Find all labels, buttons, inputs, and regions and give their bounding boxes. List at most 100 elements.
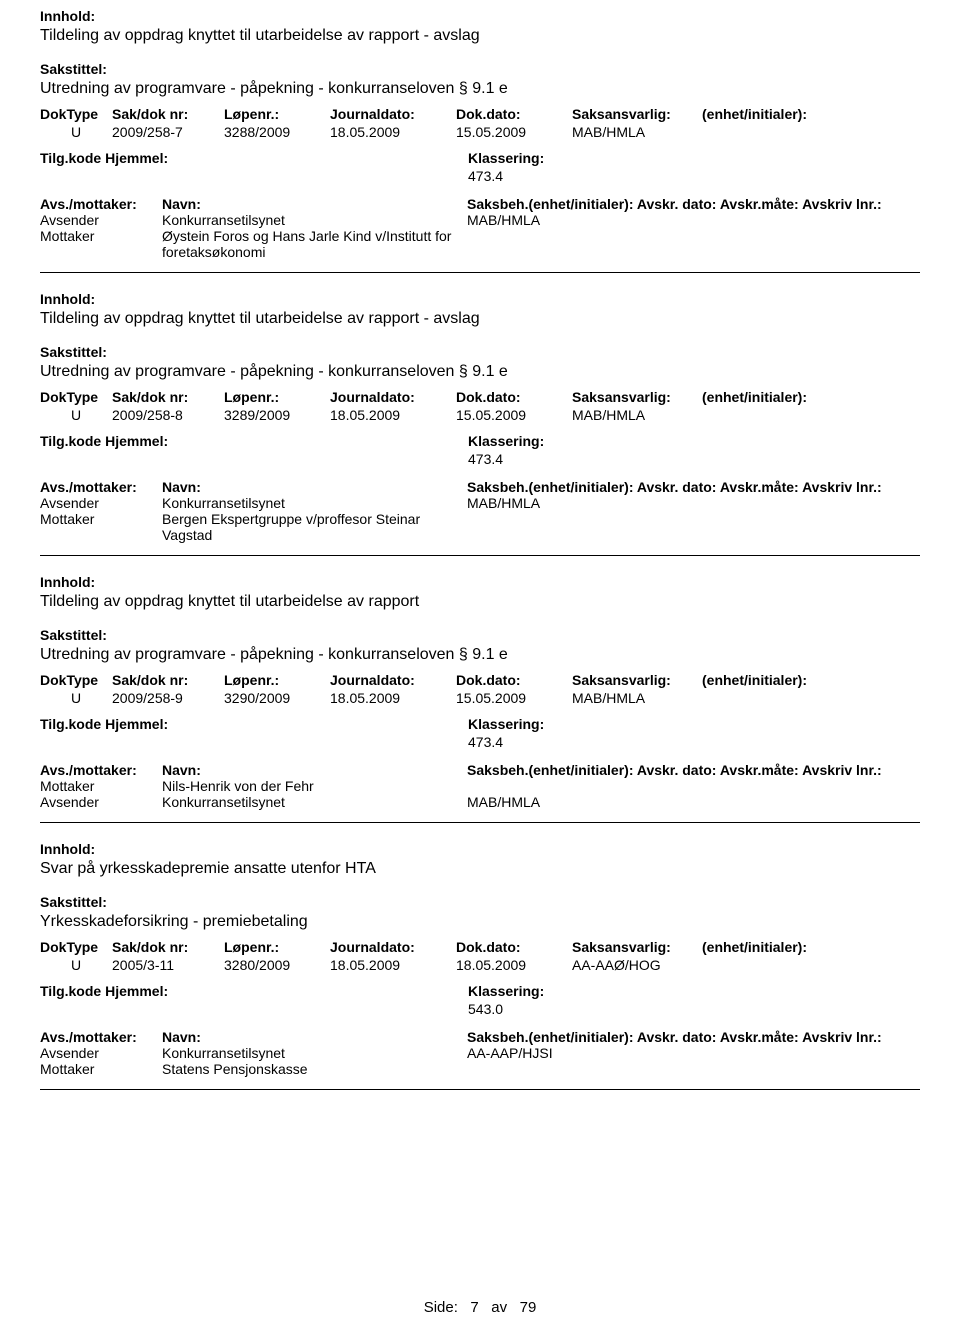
party-name: Øystein Foros og Hans Jarle Kind v/Insti… — [162, 228, 467, 260]
tilg-row: Tilg.kode Hjemmel: Klassering: 473.4 — [40, 433, 920, 467]
party-role: Avsender — [40, 794, 162, 810]
doktype-label: DokType — [40, 672, 112, 688]
entry-subtitle: Utredning av programvare - påpekning - k… — [40, 646, 920, 664]
party-name: Statens Pensjonskasse — [162, 1061, 467, 1077]
journaldato-label: Journaldato: — [330, 106, 456, 122]
tilgkode-label: Tilg.kode — [40, 433, 101, 449]
dokdato-label: Dok.dato: — [456, 672, 572, 688]
sakdok-label: Sak/dok nr: — [112, 106, 224, 122]
party-name: Konkurransetilsynet — [162, 1045, 467, 1061]
tilg-row: Tilg.kode Hjemmel: Klassering: 543.0 — [40, 983, 920, 1017]
page-footer: Side: 7 av 79 — [0, 1299, 960, 1316]
journaldato-value: 18.05.2009 — [330, 124, 456, 140]
sakdok-value: 2009/258-7 — [112, 124, 224, 140]
doktype-value: U — [40, 957, 112, 973]
doktype-value: U — [40, 407, 112, 423]
journaldato-label: Journaldato: — [330, 389, 456, 405]
party-header: Avs./mottaker: Navn: Saksbeh.(enhet/init… — [40, 196, 920, 212]
saksbeh-header: Saksbeh.(enhet/initialer): Avskr. dato: … — [467, 762, 920, 778]
tilgkode-label: Tilg.kode — [40, 150, 101, 166]
dokdato-value: 15.05.2009 — [456, 407, 572, 423]
meta-values: U 2005/3-11 3280/2009 18.05.2009 18.05.2… — [40, 957, 920, 973]
enhet-initialer-label: (enhet/initialer): — [702, 106, 807, 122]
saksansvarlig-value: MAB/HMLA — [572, 690, 702, 706]
avs-mottaker-label: Avs./mottaker: — [40, 762, 162, 778]
party-name: Konkurransetilsynet — [162, 495, 467, 511]
avs-mottaker-label: Avs./mottaker: — [40, 479, 162, 495]
saksansvarlig-label: Saksansvarlig: — [572, 389, 702, 405]
klassering-value: 473.4 — [468, 451, 544, 467]
sakstittel-label: Sakstittel: — [40, 344, 920, 360]
doktype-label: DokType — [40, 389, 112, 405]
dokdato-label: Dok.dato: — [456, 389, 572, 405]
journal-entry: Innhold: Tildeling av oppdrag knyttet ti… — [40, 574, 920, 823]
party-row: Avsender Konkurransetilsynet AA-AAP/HJSI — [40, 1045, 920, 1061]
lopenr-value: 3280/2009 — [224, 957, 330, 973]
doktype-value: U — [40, 690, 112, 706]
hjemmel-label: Hjemmel: — [105, 433, 168, 449]
innhold-label: Innhold: — [40, 574, 920, 590]
party-saksbeh: MAB/HMLA — [467, 212, 920, 228]
saksansvarlig-value: MAB/HMLA — [572, 407, 702, 423]
saksansvarlig-value: MAB/HMLA — [572, 124, 702, 140]
party-name: Bergen Ekspertgruppe v/proffesor Steinar… — [162, 511, 467, 543]
dokdato-label: Dok.dato: — [456, 939, 572, 955]
sakdok-value: 2005/3-11 — [112, 957, 224, 973]
meta-values: U 2009/258-9 3290/2009 18.05.2009 15.05.… — [40, 690, 920, 706]
sakdok-label: Sak/dok nr: — [112, 939, 224, 955]
journaldato-value: 18.05.2009 — [330, 407, 456, 423]
lopenr-label: Løpenr.: — [224, 106, 330, 122]
party-saksbeh — [467, 1061, 920, 1077]
klassering-label: Klassering: — [468, 150, 544, 166]
saksansvarlig-label: Saksansvarlig: — [572, 672, 702, 688]
saksansvarlig-value: AA-AAØ/HOG — [572, 957, 702, 973]
doktype-value: U — [40, 124, 112, 140]
page-total: 79 — [520, 1299, 537, 1316]
entry-title: Svar på yrkesskadepremie ansatte utenfor… — [40, 860, 920, 878]
entry-subtitle: Yrkesskadeforsikring - premiebetaling — [40, 913, 920, 931]
av-label: av — [491, 1299, 507, 1316]
meta-header: DokType Sak/dok nr: Løpenr.: Journaldato… — [40, 106, 920, 122]
klassering-value: 473.4 — [468, 168, 544, 184]
lopenr-value: 3289/2009 — [224, 407, 330, 423]
doktype-label: DokType — [40, 939, 112, 955]
enhet-initialer-label: (enhet/initialer): — [702, 389, 807, 405]
party-name: Nils-Henrik von der Fehr — [162, 778, 467, 794]
lopenr-label: Løpenr.: — [224, 672, 330, 688]
hjemmel-label: Hjemmel: — [105, 983, 168, 999]
dokdato-value: 18.05.2009 — [456, 957, 572, 973]
side-label: Side: — [424, 1299, 458, 1316]
klassering-value: 473.4 — [468, 734, 544, 750]
dokdato-label: Dok.dato: — [456, 106, 572, 122]
enhet-initialer-label: (enhet/initialer): — [702, 939, 807, 955]
hjemmel-label: Hjemmel: — [105, 716, 168, 732]
sakstittel-label: Sakstittel: — [40, 627, 920, 643]
party-row: Avsender Konkurransetilsynet MAB/HMLA — [40, 495, 920, 511]
klassering-label: Klassering: — [468, 433, 544, 449]
party-saksbeh: MAB/HMLA — [467, 495, 920, 511]
entry-subtitle: Utredning av programvare - påpekning - k… — [40, 363, 920, 381]
party-role: Mottaker — [40, 511, 162, 543]
avs-mottaker-label: Avs./mottaker: — [40, 1029, 162, 1045]
journal-entry: Innhold: Svar på yrkesskadepremie ansatt… — [40, 841, 920, 1090]
party-header: Avs./mottaker: Navn: Saksbeh.(enhet/init… — [40, 479, 920, 495]
party-row: Mottaker Øystein Foros og Hans Jarle Kin… — [40, 228, 920, 260]
party-role: Avsender — [40, 212, 162, 228]
navn-label: Navn: — [162, 762, 467, 778]
tilgkode-label: Tilg.kode — [40, 716, 101, 732]
sakstittel-label: Sakstittel: — [40, 61, 920, 77]
sakstittel-label: Sakstittel: — [40, 894, 920, 910]
dokdato-value: 15.05.2009 — [456, 124, 572, 140]
sakdok-value: 2009/258-8 — [112, 407, 224, 423]
meta-values: U 2009/258-7 3288/2009 18.05.2009 15.05.… — [40, 124, 920, 140]
party-name: Konkurransetilsynet — [162, 212, 467, 228]
sakdok-label: Sak/dok nr: — [112, 672, 224, 688]
party-row: Avsender Konkurransetilsynet MAB/HMLA — [40, 212, 920, 228]
lopenr-value: 3288/2009 — [224, 124, 330, 140]
saksbeh-header: Saksbeh.(enhet/initialer): Avskr. dato: … — [467, 196, 920, 212]
avs-mottaker-label: Avs./mottaker: — [40, 196, 162, 212]
innhold-label: Innhold: — [40, 841, 920, 857]
navn-label: Navn: — [162, 479, 467, 495]
klassering-label: Klassering: — [468, 716, 544, 732]
party-row: Mottaker Statens Pensjonskasse — [40, 1061, 920, 1077]
